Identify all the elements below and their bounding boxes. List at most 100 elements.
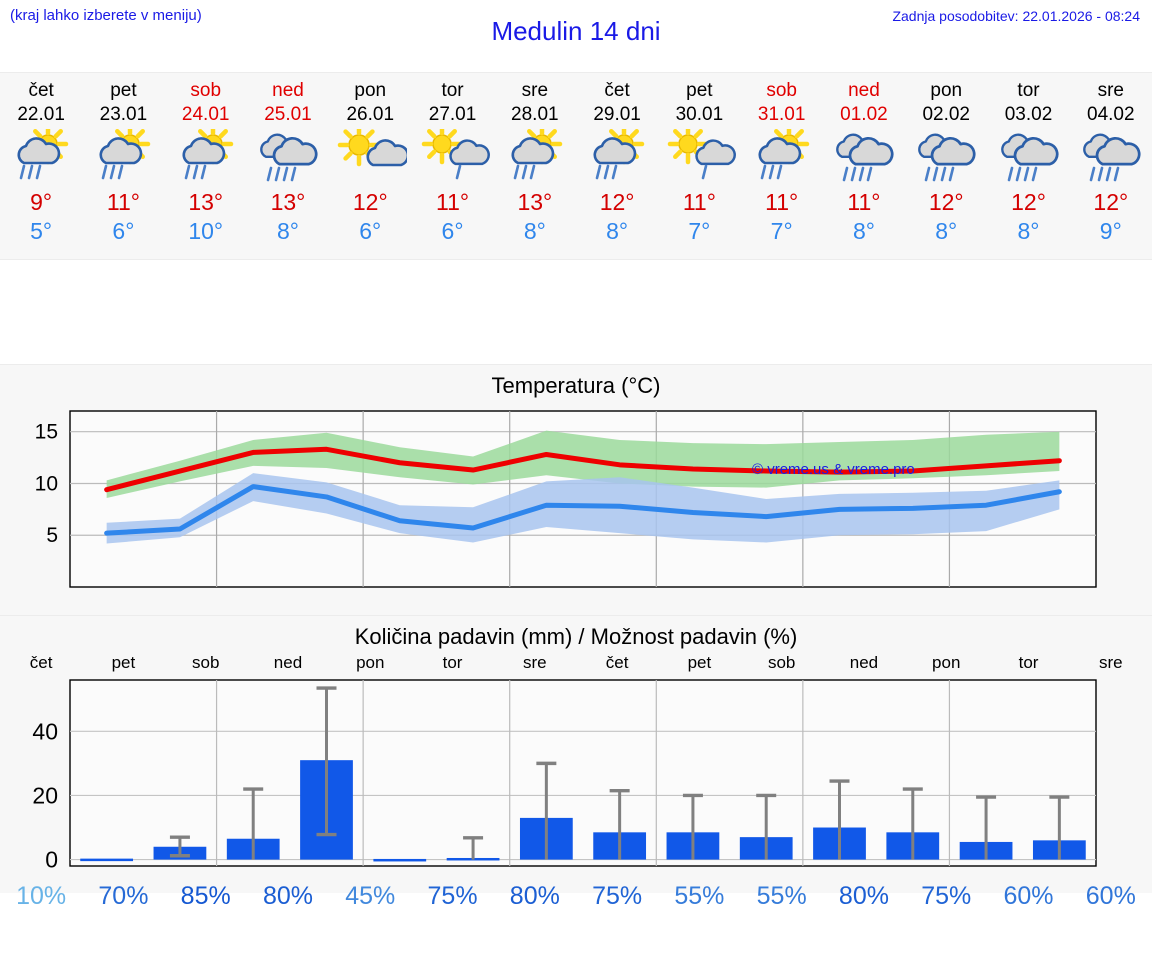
day-temp-min: 8° xyxy=(606,218,629,244)
sun-cloud-rain-icon xyxy=(86,129,160,185)
sun-cloud-rain-icon xyxy=(169,129,243,185)
day-date: 26.01 xyxy=(346,104,395,125)
day-name: pon xyxy=(354,80,387,101)
precipitation-chart-panel: Količina padavin (mm) / Možnost padavin … xyxy=(0,616,1152,910)
day-date: 03.02 xyxy=(1004,104,1053,125)
day-name: sob xyxy=(766,80,797,101)
precipitation-svg: 0 20 40 xyxy=(32,679,1097,873)
svg-text:15: 15 xyxy=(35,421,58,444)
forecast-day-column[interactable]: sre 28.01 13° 8° xyxy=(494,73,576,259)
day-temp-max: 12° xyxy=(1011,189,1046,215)
precipitation-probability: 55% xyxy=(674,882,725,910)
precipitation-day-label: sob xyxy=(767,653,796,672)
svg-text:0: 0 xyxy=(45,847,58,873)
forecast-day-column[interactable]: ned 25.01 13° 8° xyxy=(247,73,329,259)
forecast-day-column[interactable]: pon 26.01 12° 6° xyxy=(329,73,411,259)
precipitation-probability: 60% xyxy=(1003,882,1054,910)
day-name: ned xyxy=(848,80,880,101)
day-date: 28.01 xyxy=(511,104,559,125)
day-temp-max: 11° xyxy=(682,189,716,215)
day-temp-min: 8° xyxy=(1017,218,1040,244)
precipitation-day-label: ned xyxy=(273,653,303,672)
svg-text:10: 10 xyxy=(35,472,58,495)
precipitation-probability-row: 10% 70% 85% 80% 45% 75% 80% 75% 55% 55% 80% 75% 60% 6… xyxy=(0,879,1152,913)
precipitation-chart-title: Količina padavin (mm) / Možnost padavin … xyxy=(354,624,798,649)
precipitation-probability: 10% xyxy=(16,882,67,910)
copyright-watermark: © vreme.us & vreme.pro xyxy=(752,461,915,478)
precipitation-day-labels: čet pet sob ned pon tor sre čet pet sob ned pon tor s… xyxy=(0,652,1152,674)
day-date: 01.02 xyxy=(840,104,888,125)
day-name: sre xyxy=(521,80,549,101)
precipitation-day-label: pon xyxy=(356,653,385,672)
day-name: tor xyxy=(1017,80,1040,101)
day-date: 22.01 xyxy=(17,104,65,125)
sun-cloud-light-rain-icon xyxy=(416,129,490,185)
temperature-chart-title: Temperatura (°C) xyxy=(491,373,661,398)
temperature-svg: 5 10 15 xyxy=(35,410,1097,588)
page-header: (kraj lahko izberete v meniju) Medulin 1… xyxy=(0,0,1152,72)
day-date: 27.01 xyxy=(428,104,477,125)
precipitation-probability: 80% xyxy=(509,882,560,910)
precipitation-day-label: pet xyxy=(687,653,712,672)
page-title: Medulin 14 dni xyxy=(491,16,661,46)
precipitation-probability: 55% xyxy=(756,882,807,910)
forecast-day-strip: čet 22.01 9° 5° pet 23.01 11° 6° sob 24.01 13° 1… xyxy=(0,72,1152,260)
day-temp-max: 12° xyxy=(352,189,388,215)
day-temp-min: 8° xyxy=(852,218,875,244)
forecast-day-column[interactable]: čet 22.01 9° 5° xyxy=(0,73,82,259)
day-date: 23.01 xyxy=(99,104,148,125)
forecast-day-column[interactable]: tor 27.01 11° 6° xyxy=(411,73,493,259)
day-temp-min: 8° xyxy=(523,218,546,244)
svg-text:40: 40 xyxy=(32,718,58,744)
precipitation-day-label: sre xyxy=(1098,653,1123,672)
day-temp-max: 11° xyxy=(847,189,881,215)
day-temp-max: 12° xyxy=(1093,189,1129,215)
day-date: 30.01 xyxy=(675,104,724,125)
day-temp-max: 9° xyxy=(30,189,53,215)
day-temp-min: 9° xyxy=(1099,218,1122,244)
forecast-day-column[interactable]: ned 01.02 11° 8° xyxy=(823,73,905,259)
day-temp-min: 6° xyxy=(359,218,382,244)
day-temp-max: 12° xyxy=(928,189,964,215)
forecast-day-column[interactable]: tor 03.02 12° 8° xyxy=(987,73,1069,259)
day-temp-min: 7° xyxy=(770,218,793,244)
forecast-day-column[interactable]: pet 23.01 11° 6° xyxy=(82,73,164,259)
sun-cloud-light-rain-icon xyxy=(662,129,737,185)
forecast-day-column[interactable]: čet 29.01 12° 8° xyxy=(576,73,658,259)
day-name: pet xyxy=(686,80,713,101)
forecast-day-column[interactable]: pet 30.01 11° 7° xyxy=(658,73,740,259)
precipitation-day-label: sob xyxy=(191,653,220,672)
day-temp-max: 13° xyxy=(517,189,553,215)
day-temp-min: 6° xyxy=(112,218,135,244)
cloud-rain-icon xyxy=(827,129,901,185)
forecast-day-column[interactable]: sob 31.01 11° 7° xyxy=(741,73,823,259)
sun-cloud-icon xyxy=(333,129,408,185)
precipitation-day-label: ned xyxy=(849,653,879,672)
day-name: čet xyxy=(28,80,54,101)
precipitation-probability: 80% xyxy=(838,882,889,910)
day-date: 31.01 xyxy=(757,104,806,125)
forecast-day-column[interactable]: sre 04.02 12° 9° xyxy=(1070,73,1152,259)
forecast-day-column[interactable]: pon 02.02 12° 8° xyxy=(905,73,987,259)
sun-cloud-rain-icon xyxy=(580,129,654,185)
day-name: čet xyxy=(604,80,630,101)
day-temp-min: 8° xyxy=(276,218,299,244)
spacer xyxy=(0,260,1152,364)
day-temp-min: 6° xyxy=(441,218,464,244)
temperature-chart-panel: Temperatura (°C) 5 10 15 © vreme.us & vrem… xyxy=(0,364,1152,616)
precipitation-day-label: tor xyxy=(1018,653,1039,672)
day-temp-min: 10° xyxy=(188,218,224,244)
precipitation-day-label: pet xyxy=(111,653,136,672)
day-date: 29.01 xyxy=(593,104,641,125)
forecast-day-column[interactable]: sob 24.01 13° 10° xyxy=(165,73,247,259)
day-name: tor xyxy=(441,80,464,101)
day-temp-max: 11° xyxy=(106,189,140,215)
precipitation-day-label: čet xyxy=(29,653,53,672)
cloud-rain-icon xyxy=(909,129,983,185)
precipitation-probability: 75% xyxy=(592,882,643,910)
sun-cloud-rain-icon xyxy=(498,129,572,185)
day-temp-max: 12° xyxy=(599,189,635,215)
precipitation-day-label: pon xyxy=(932,653,961,672)
day-temp-max: 13° xyxy=(188,189,224,215)
day-name: ned xyxy=(272,80,304,101)
